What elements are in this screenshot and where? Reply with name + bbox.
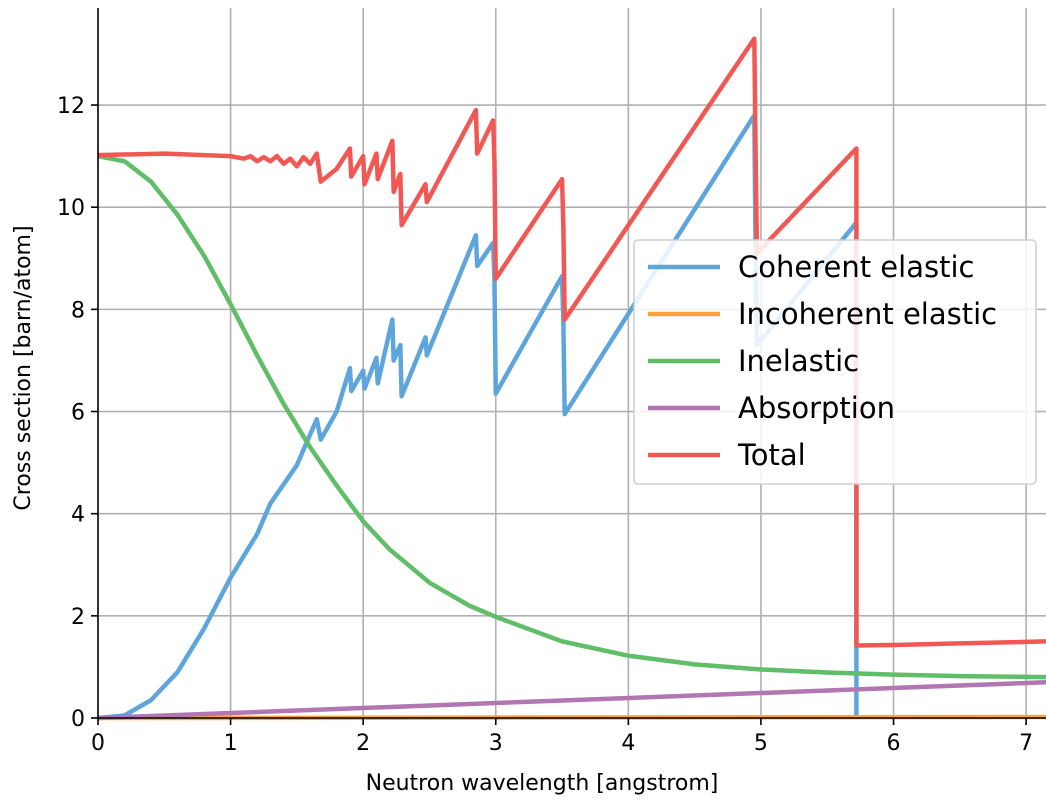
x-tick-label: 0 bbox=[91, 731, 105, 756]
x-tick-label: 4 bbox=[621, 731, 635, 756]
x-tick-label: 5 bbox=[754, 731, 768, 756]
series-line-coherent-elastic bbox=[97, 113, 859, 721]
legend-box bbox=[633, 239, 1037, 485]
x-tick-label: 3 bbox=[489, 731, 503, 756]
x-tick-label: 2 bbox=[356, 731, 370, 756]
series-line-inelastic bbox=[97, 153, 1046, 680]
x-tick-label: 6 bbox=[887, 731, 901, 756]
y-axis-label: Cross section [barn/atom] bbox=[11, 225, 36, 510]
y-tick-label: 12 bbox=[57, 94, 85, 119]
legend-label: Absorption bbox=[738, 391, 895, 425]
legend-label: Coherent elastic bbox=[738, 250, 974, 284]
legend-label: Inelastic bbox=[738, 344, 859, 378]
y-tick-label: 8 bbox=[71, 298, 85, 323]
y-tick-label: 2 bbox=[71, 605, 85, 630]
y-tick-label: 0 bbox=[71, 707, 85, 732]
y-tick-label: 6 bbox=[71, 401, 85, 426]
x-tick-label: 7 bbox=[1019, 731, 1033, 756]
legend: Coherent elastic Incoherent elastic Inelas… bbox=[633, 239, 1037, 485]
legend-label: Total bbox=[737, 438, 806, 472]
y-tick-label: 10 bbox=[57, 196, 85, 221]
series-line-absorption bbox=[97, 679, 1046, 721]
series-line-total bbox=[97, 36, 1046, 648]
y-tick-label: 4 bbox=[71, 503, 85, 528]
x-axis-label: Neutron wavelength [angstrom] bbox=[366, 771, 719, 796]
x-tick-label: 1 bbox=[224, 731, 238, 756]
series-lines bbox=[97, 36, 1046, 721]
legend-label: Incoherent elastic bbox=[738, 297, 997, 331]
